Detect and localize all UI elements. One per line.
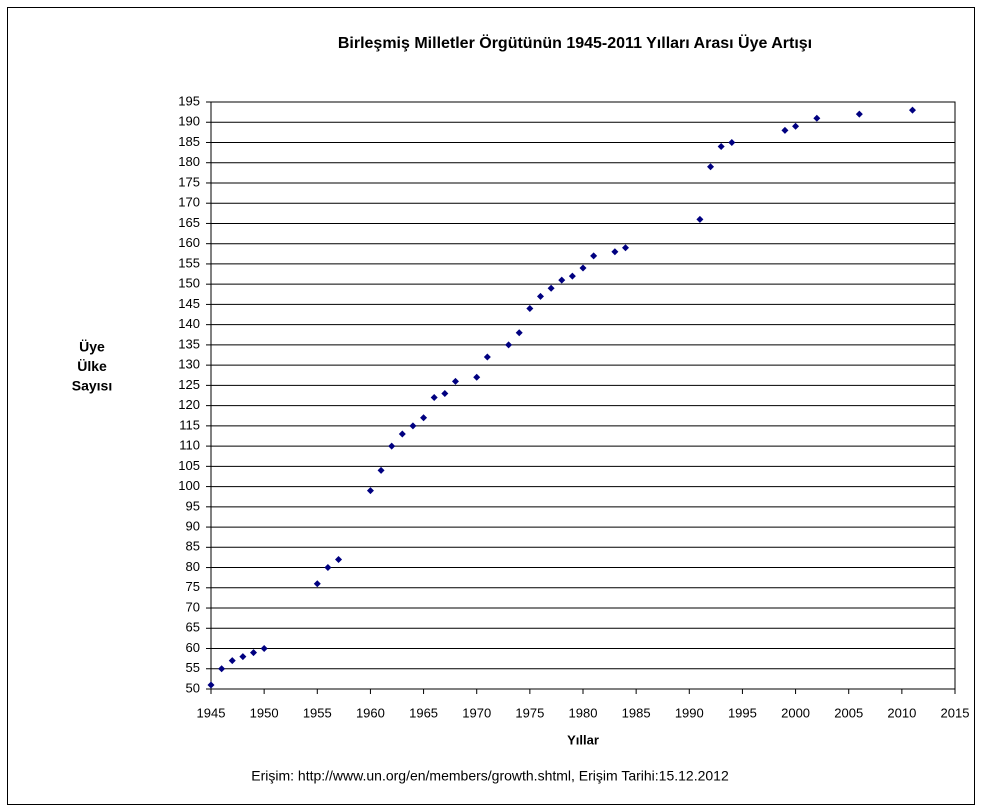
data-point (228, 657, 236, 665)
data-point (781, 126, 789, 134)
data-point (409, 422, 417, 430)
data-point (313, 580, 321, 588)
x-axis-label: Yıllar (567, 732, 599, 747)
y-tick-label: 185 (178, 134, 200, 149)
y-tick-label: 140 (178, 316, 200, 331)
data-point (239, 653, 247, 661)
data-point (441, 389, 449, 397)
x-tick-label: 2010 (887, 705, 916, 720)
y-tick-label: 55 (186, 660, 200, 675)
data-point (473, 373, 481, 381)
data-point (335, 555, 343, 563)
y-tick-label: 150 (178, 276, 200, 291)
data-point (420, 414, 428, 422)
data-point (218, 665, 226, 673)
y-tick-label: 80 (186, 559, 200, 574)
x-tick-label: 1990 (675, 705, 704, 720)
y-tick-label: 145 (178, 296, 200, 311)
x-tick-label: 1950 (250, 705, 279, 720)
data-point (707, 163, 715, 171)
source-note: Erişim: http://www.un.org/en/members/gro… (251, 768, 729, 784)
data-point (728, 138, 736, 146)
data-point (260, 645, 268, 653)
data-point (855, 110, 863, 118)
y-tick-label: 130 (178, 357, 200, 372)
x-tick-label: 1975 (515, 705, 544, 720)
y-tick-label: 190 (178, 114, 200, 129)
data-point (813, 114, 821, 122)
data-point (515, 329, 523, 337)
y-axis-label: Üye (79, 339, 105, 355)
plot-area (210, 101, 956, 690)
y-tick-label: 65 (186, 620, 200, 635)
data-point (696, 215, 704, 223)
data-point (717, 143, 725, 151)
chart-title: Birleşmiş Milletler Örgütünün 1945-2011 … (338, 33, 812, 52)
y-axis-label: Sayısı (72, 378, 112, 394)
data-point (558, 276, 566, 284)
data-point (792, 122, 800, 130)
data-point (207, 681, 215, 689)
x-tick-label: 1960 (356, 705, 385, 720)
y-tick-label: 125 (178, 377, 200, 392)
data-point (505, 341, 513, 349)
x-tick-label: 2005 (834, 705, 863, 720)
y-tick-label: 115 (179, 417, 200, 432)
data-point (483, 353, 491, 361)
y-tick-label: 70 (186, 599, 200, 614)
y-axis-label: Ülke (77, 358, 107, 374)
data-point (611, 248, 619, 256)
x-tick-label: 2000 (781, 705, 810, 720)
data-point (430, 394, 438, 402)
x-tick-label: 1980 (569, 705, 598, 720)
y-tick-label: 170 (178, 195, 200, 210)
data-point (622, 244, 630, 252)
data-point (324, 564, 332, 572)
y-tick-label: 90 (186, 519, 200, 534)
x-tick-label: 1985 (622, 705, 651, 720)
x-tick-label: 1995 (728, 705, 757, 720)
data-point (366, 487, 374, 495)
x-tick-label: 1945 (197, 705, 226, 720)
x-tick-label: 2015 (941, 705, 970, 720)
data-point (451, 377, 459, 385)
y-tick-label: 50 (186, 680, 200, 695)
y-tick-label: 75 (186, 579, 200, 594)
y-tick-label: 120 (178, 397, 200, 412)
y-tick-label: 60 (186, 640, 200, 655)
y-tick-label: 155 (178, 255, 200, 270)
y-tick-label: 160 (178, 235, 200, 250)
data-point (377, 466, 385, 474)
y-tick-label: 100 (178, 478, 200, 493)
y-tick-label: 180 (178, 154, 200, 169)
data-point (250, 649, 258, 657)
y-tick-label: 175 (178, 174, 200, 189)
y-tick-label: 95 (186, 498, 200, 513)
x-tick-label: 1970 (462, 705, 491, 720)
data-point (536, 292, 544, 300)
y-tick-label: 110 (179, 438, 200, 453)
data-point (547, 284, 555, 292)
y-tick-label: 85 (186, 539, 200, 554)
data-point (526, 304, 534, 312)
data-point (398, 430, 406, 438)
y-tick-label: 195 (178, 93, 200, 108)
data-point (568, 272, 576, 280)
data-point (579, 264, 587, 272)
x-tick-label: 1965 (409, 705, 438, 720)
y-tick-label: 135 (178, 336, 200, 351)
data-point (908, 106, 916, 114)
y-tick-label: 105 (178, 458, 200, 473)
data-point (388, 442, 396, 450)
y-tick-label: 165 (178, 215, 200, 230)
data-point (590, 252, 598, 260)
x-tick-label: 1955 (303, 705, 332, 720)
